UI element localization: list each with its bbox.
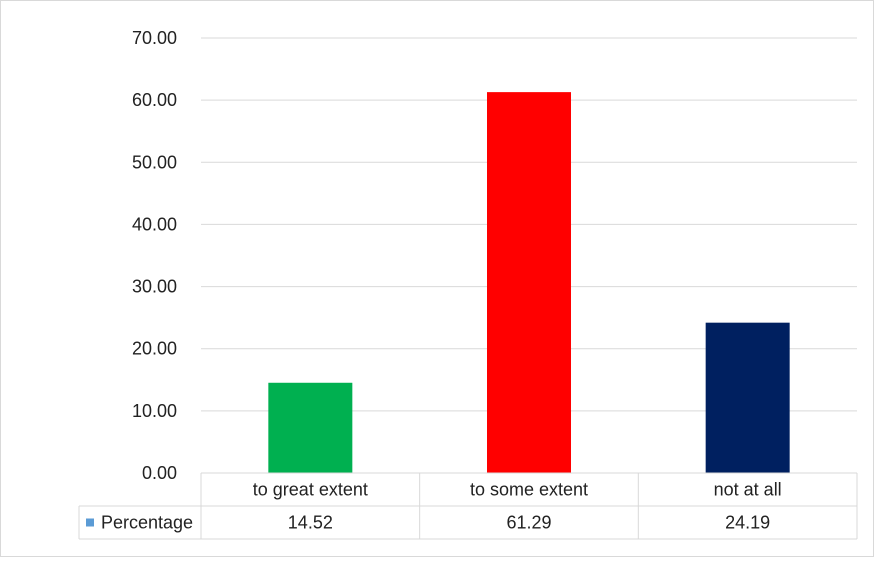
legend-key xyxy=(86,518,94,527)
y-tick-label: 50.00 xyxy=(132,152,177,172)
bar xyxy=(487,92,571,473)
y-axis-tick-labels: 0.00 10.00 20.00 30.00 40.00 50.00 60.00 70.00 xyxy=(132,28,177,483)
y-tick-label: 20.00 xyxy=(132,339,177,359)
y-tick-label: 30.00 xyxy=(132,277,177,297)
data-table: to great extent 14.52 to some extent 61.29 n… xyxy=(78,472,858,540)
bar xyxy=(705,322,790,473)
bars xyxy=(268,92,790,473)
bar xyxy=(268,382,353,473)
y-tick-label: 40.00 xyxy=(132,214,177,234)
y-tick-label: 0.00 xyxy=(142,463,177,483)
x-category-label: to some extent xyxy=(470,480,588,500)
legend-series-name: Percentage xyxy=(101,513,193,533)
x-category-label: not at all xyxy=(714,480,782,500)
y-tick-label: 60.00 xyxy=(132,90,177,110)
data-label: 24.19 xyxy=(725,513,770,533)
y-tick-label: 70.00 xyxy=(132,28,177,48)
y-tick-label: 10.00 xyxy=(132,401,177,421)
data-label: 61.29 xyxy=(506,513,551,533)
data-label: 14.52 xyxy=(288,513,333,533)
x-category-label: to great extent xyxy=(253,480,368,500)
